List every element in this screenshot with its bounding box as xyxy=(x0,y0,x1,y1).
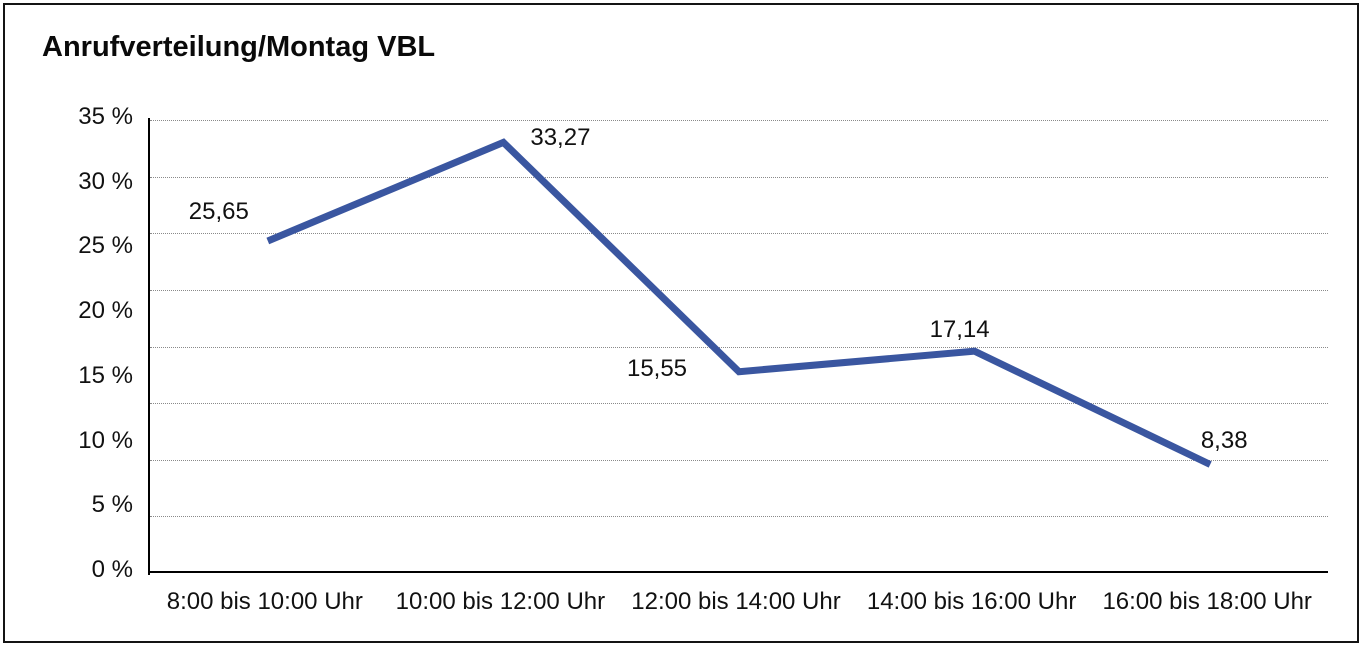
y-axis-tick-label: 20 % xyxy=(78,297,133,325)
y-axis-tick-label: 15 % xyxy=(78,361,133,389)
line-series-svg xyxy=(266,138,1212,468)
data-point-label: 25,65 xyxy=(188,198,249,226)
data-line xyxy=(266,138,1212,468)
x-axis-category-label: 12:00 bis 14:00 Uhr xyxy=(631,588,841,615)
gridline xyxy=(150,233,1328,235)
data-point-label: 17,14 xyxy=(929,316,990,344)
gridline xyxy=(150,289,1328,291)
gridline xyxy=(150,459,1328,461)
x-axis-category-label: 14:00 bis 16:00 Uhr xyxy=(866,588,1077,615)
y-axis-line xyxy=(148,118,150,575)
x-axis-category-label: 16:00 bis 18:00 Uhr xyxy=(1102,588,1312,615)
x-axis-category-label: 8:00 bis 10:00 Uhr xyxy=(166,588,363,615)
x-axis-category-label: 10:00 bis 12:00 Uhr xyxy=(395,588,606,615)
gridline xyxy=(150,403,1328,405)
data-point-label: 15,55 xyxy=(626,354,688,382)
chart-title: Anrufverteilung/Montag VBL xyxy=(42,31,436,63)
y-axis-tick-label: 35 % xyxy=(78,103,133,130)
gridline xyxy=(150,176,1328,178)
y-axis-tick-label: 30 % xyxy=(78,167,133,195)
data-point-label: 33,27 xyxy=(530,124,591,152)
gridline xyxy=(150,120,1328,121)
chart-frame: Anrufverteilung/Montag VBL 35 % 30 % 25 % 2… xyxy=(3,3,1359,643)
data-point-label: 8,38 xyxy=(1200,426,1248,454)
gridline xyxy=(150,516,1328,518)
plot-area xyxy=(148,118,1328,575)
y-axis-tick-label: 0 % xyxy=(91,556,133,583)
x-axis-line xyxy=(150,571,1328,573)
y-axis-tick-label: 5 % xyxy=(91,491,133,519)
y-axis-tick-label: 25 % xyxy=(78,232,133,260)
y-axis-tick-label: 10 % xyxy=(78,426,133,454)
gridline xyxy=(150,346,1328,348)
